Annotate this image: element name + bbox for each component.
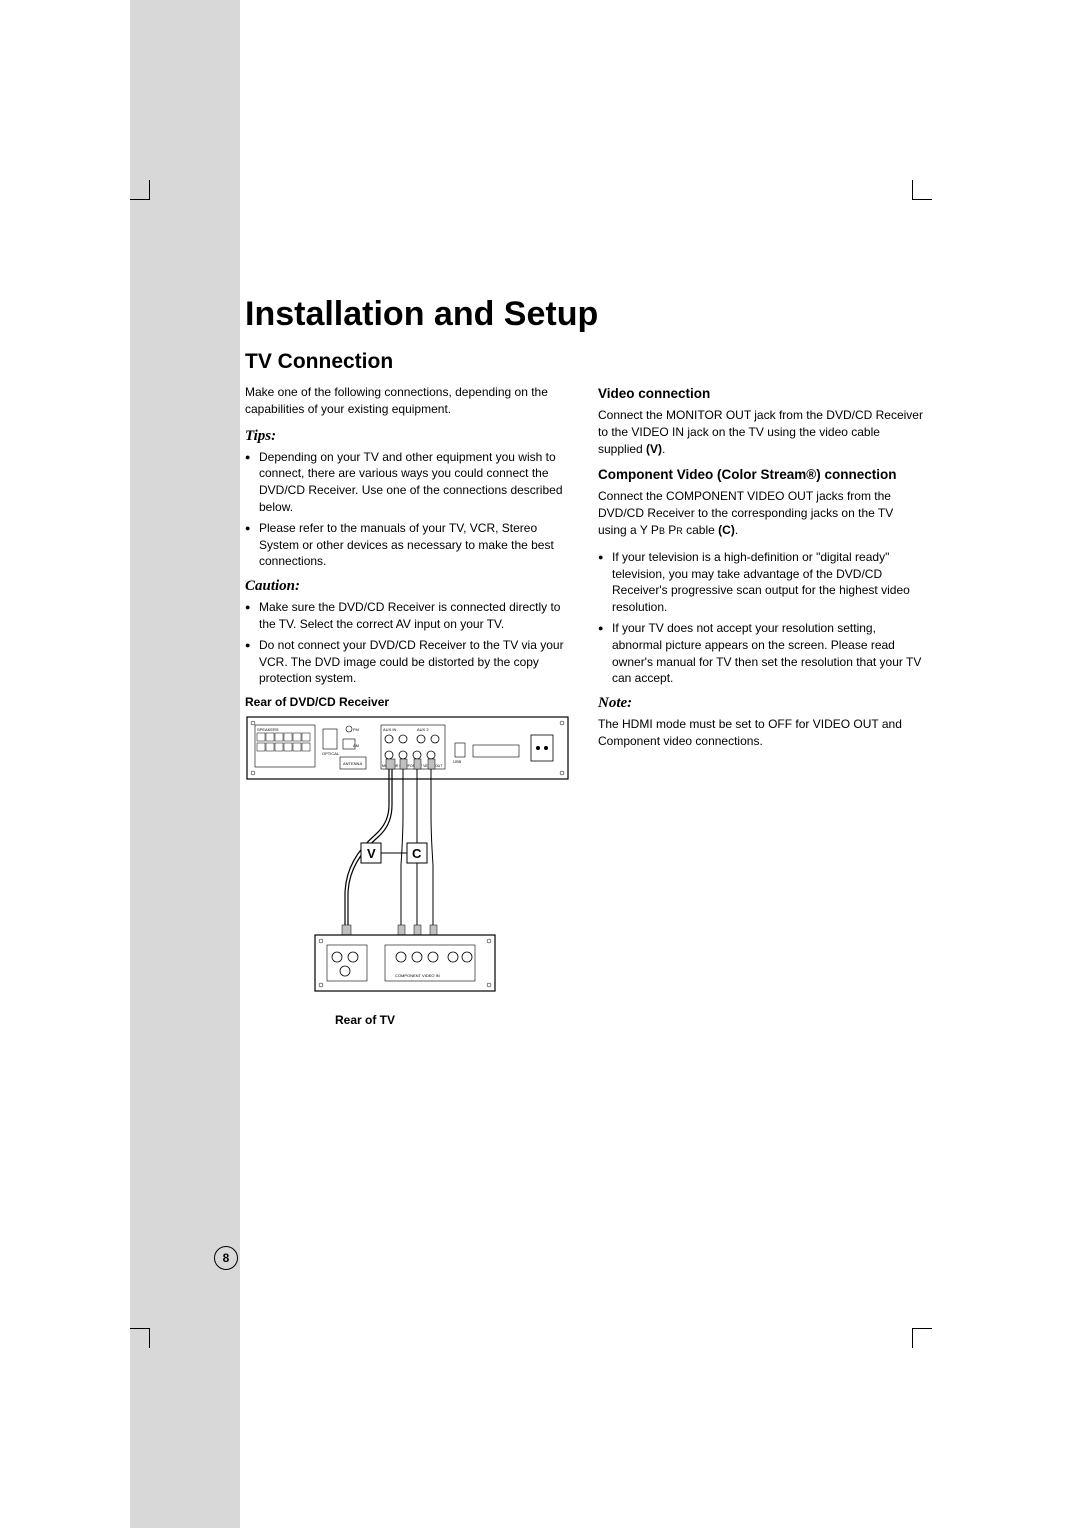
component-video-body: Connect the COMPONENT VIDEO OUT jacks fr…	[598, 488, 923, 538]
list-item: Please refer to the manuals of your TV, …	[245, 520, 570, 570]
svg-text:FM: FM	[353, 727, 359, 732]
two-column-layout: Make one of the following connections, d…	[245, 384, 925, 1033]
main-title: Installation and Setup	[245, 295, 925, 334]
list-item: If your television is a high-definition …	[598, 549, 923, 616]
crop-mark	[912, 1328, 913, 1348]
crop-mark	[912, 180, 913, 200]
component-video-head: Component Video (Color Stream®) connecti…	[598, 467, 923, 482]
page-number-value: 8	[223, 1251, 230, 1265]
diagram-top-label: Rear of DVD/CD Receiver	[245, 695, 570, 709]
svg-text:AM: AM	[353, 743, 359, 748]
connection-diagram: SPEAKERS	[245, 715, 570, 1005]
component-bullets: If your television is a high-definition …	[598, 549, 923, 687]
crop-mark	[130, 1328, 150, 1329]
crop-mark	[130, 199, 150, 200]
list-item: Make sure the DVD/CD Receiver is connect…	[245, 599, 570, 633]
intro-text: Make one of the following connections, d…	[245, 384, 570, 418]
section-title: TV Connection	[245, 350, 925, 374]
note-label: Note:	[598, 695, 923, 712]
svg-text:ANTENNA: ANTENNA	[343, 761, 362, 766]
caution-list: Make sure the DVD/CD Receiver is connect…	[245, 599, 570, 687]
tips-label: Tips:	[245, 428, 570, 445]
text: P	[665, 523, 676, 537]
tips-list: Depending on your TV and other equipment…	[245, 449, 570, 571]
text: .	[662, 442, 665, 456]
content-area: Installation and Setup TV Connection Mak…	[245, 295, 925, 1033]
text: cable	[683, 523, 718, 537]
caution-label: Caution:	[245, 578, 570, 595]
page-container: Installation and Setup TV Connection Mak…	[0, 0, 1080, 1528]
page-number: 8	[214, 1246, 238, 1270]
left-column: Make one of the following connections, d…	[245, 384, 570, 1033]
list-item: Depending on your TV and other equipment…	[245, 449, 570, 516]
gray-sidebar	[130, 0, 240, 1528]
diagram-v-label: V	[367, 846, 376, 861]
video-connection-head: Video connection	[598, 386, 923, 401]
svg-text:COMPONENT VIDEO IN: COMPONENT VIDEO IN	[395, 973, 440, 978]
svg-text:AUX IN: AUX IN	[383, 727, 396, 732]
note-body: The HDMI mode must be set to OFF for VID…	[598, 716, 923, 750]
diagram-c-label: C	[412, 846, 422, 861]
text-bold: (C)	[718, 523, 735, 537]
list-item: Do not connect your DVD/CD Receiver to t…	[245, 637, 570, 687]
svg-text:SPEAKERS: SPEAKERS	[257, 727, 279, 732]
right-column: Video connection Connect the MONITOR OUT…	[598, 384, 923, 1033]
svg-text:AUX 2: AUX 2	[417, 727, 429, 732]
diagram-svg: SPEAKERS	[245, 715, 570, 1005]
crop-mark	[149, 180, 150, 200]
crop-mark	[149, 1328, 150, 1348]
svg-text:USB: USB	[453, 759, 462, 764]
svg-text:OPTICAL: OPTICAL	[322, 751, 340, 756]
list-item: If your TV does not accept your resoluti…	[598, 620, 923, 687]
text: .	[735, 523, 738, 537]
text-bold: (V)	[646, 442, 662, 456]
crop-mark	[912, 199, 932, 200]
text: Connect the COMPONENT VIDEO OUT jacks fr…	[598, 489, 893, 537]
diagram-bottom-label: Rear of TV	[335, 1013, 570, 1027]
video-connection-body: Connect the MONITOR OUT jack from the DV…	[598, 407, 923, 457]
crop-mark	[912, 1328, 932, 1329]
